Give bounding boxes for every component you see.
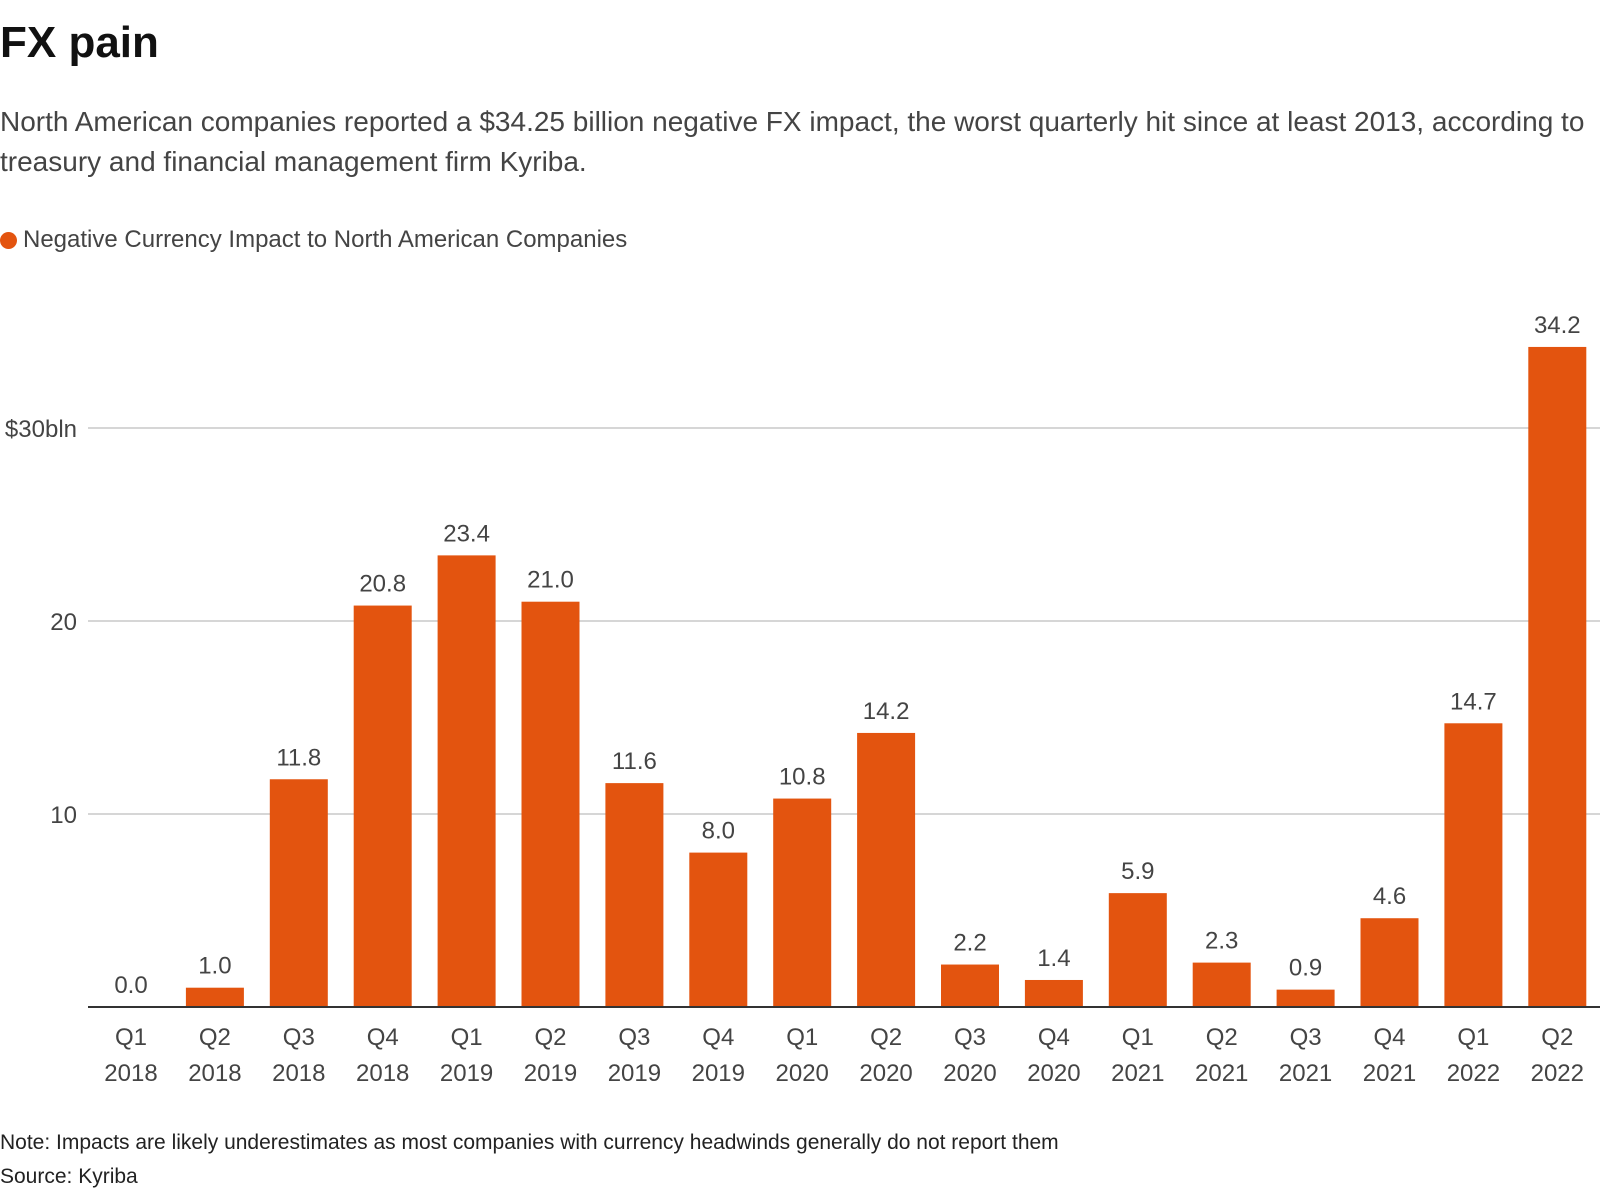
bar [773,798,832,1007]
data-label: 34.2 [1534,312,1581,339]
footnote: Note: Impacts are likely underestimates … [0,1131,1059,1154]
bar-chart: 10 20 $30bln 0.0 Q1 2018 1.0 Q2 2018 11.8 Q3 2018 20… [5,312,1600,1087]
x-tick-label-year: 2021 [1363,1060,1416,1087]
x-tick-label-quarter: Q3 [954,1024,986,1051]
chart-title: FX pain [0,18,159,67]
data-label: 11.8 [276,744,321,771]
x-tick-label-quarter: Q1 [1122,1024,1154,1051]
data-label: 1.0 [198,953,231,980]
data-label: 1.4 [1037,945,1070,972]
data-label: 8.0 [702,818,735,845]
bar [1108,893,1167,1007]
bar [185,987,244,1007]
x-tick-label-quarter: Q2 [534,1024,566,1051]
data-label: 0.0 [114,972,147,999]
x-tick-label-year: 2020 [776,1060,829,1087]
x-tick-label-year: 2022 [1531,1060,1584,1087]
x-tick-label-year: 2020 [1027,1060,1080,1087]
data-label: 10.8 [779,764,826,791]
bar [269,779,328,1007]
data-label: 14.2 [863,698,910,725]
y-tick-label: $30bln [5,416,77,443]
x-tick-label-year: 2018 [104,1060,157,1087]
x-tick-label-quarter: Q4 [702,1024,734,1051]
bar [1444,723,1503,1007]
data-label: 0.9 [1289,955,1322,982]
legend-label: Negative Currency Impact to North Americ… [23,226,628,253]
x-tick-label-year: 2022 [1447,1060,1500,1087]
x-tick-label-quarter: Q3 [618,1024,650,1051]
x-tick-label-year: 2020 [859,1060,912,1087]
x-tick-label-year: 2018 [272,1060,325,1087]
bar [941,964,999,1007]
bar [1192,962,1251,1007]
data-label: 4.6 [1373,883,1406,910]
data-label: 2.2 [953,930,986,957]
x-tick-label-year: 2020 [943,1060,996,1087]
data-label: 5.9 [1121,858,1154,885]
bar [1528,346,1587,1007]
bar [353,605,412,1007]
bar [1024,979,1083,1007]
x-tick-label-quarter: Q1 [115,1024,147,1051]
bar [689,852,748,1007]
bar [521,601,580,1007]
data-label: 11.6 [612,748,657,775]
x-tick-label-quarter: Q1 [786,1024,818,1051]
bar [857,732,916,1007]
x-tick-label-quarter: Q3 [1290,1024,1322,1051]
data-label: 21.0 [527,567,574,594]
x-tick-label-year: 2021 [1195,1060,1248,1087]
legend: Negative Currency Impact to North Americ… [0,226,627,254]
x-tick-label-year: 2019 [608,1060,661,1087]
x-tick-label-quarter: Q2 [1206,1024,1238,1051]
bar [437,555,496,1007]
chart-subtitle: North American companies reported a $34.… [0,106,1585,177]
x-tick-label-year: 2019 [524,1060,577,1087]
bar [1360,918,1419,1007]
x-tick-label-quarter: Q4 [1373,1024,1405,1051]
source-line: Source: Kyriba [0,1165,138,1188]
x-tick-label-year: 2019 [440,1060,493,1087]
x-tick-label-quarter: Q2 [1541,1024,1573,1051]
data-label: 20.8 [359,571,406,598]
x-tick-label-year: 2021 [1111,1060,1164,1087]
y-tick-label: 20 [50,609,77,636]
x-tick-label-quarter: Q2 [199,1024,231,1051]
y-tick-label: 10 [50,802,77,829]
x-tick-label-year: 2018 [188,1060,241,1087]
x-tick-label-quarter: Q1 [451,1024,483,1051]
x-tick-label-year: 2018 [356,1060,409,1087]
data-label: 2.3 [1205,928,1238,955]
legend-dot-icon [0,231,17,249]
x-tick-label-quarter: Q2 [870,1024,902,1051]
bar [1276,989,1335,1007]
x-tick-label-quarter: Q1 [1457,1024,1489,1051]
data-label: 14.7 [1450,688,1497,715]
data-label: 23.4 [443,520,490,547]
x-tick-label-quarter: Q3 [283,1024,315,1051]
x-tick-label-year: 2019 [692,1060,745,1087]
bar [605,783,664,1007]
x-tick-label-quarter: Q4 [367,1024,399,1051]
x-tick-label-quarter: Q4 [1038,1024,1070,1051]
x-tick-label-year: 2021 [1279,1060,1332,1087]
